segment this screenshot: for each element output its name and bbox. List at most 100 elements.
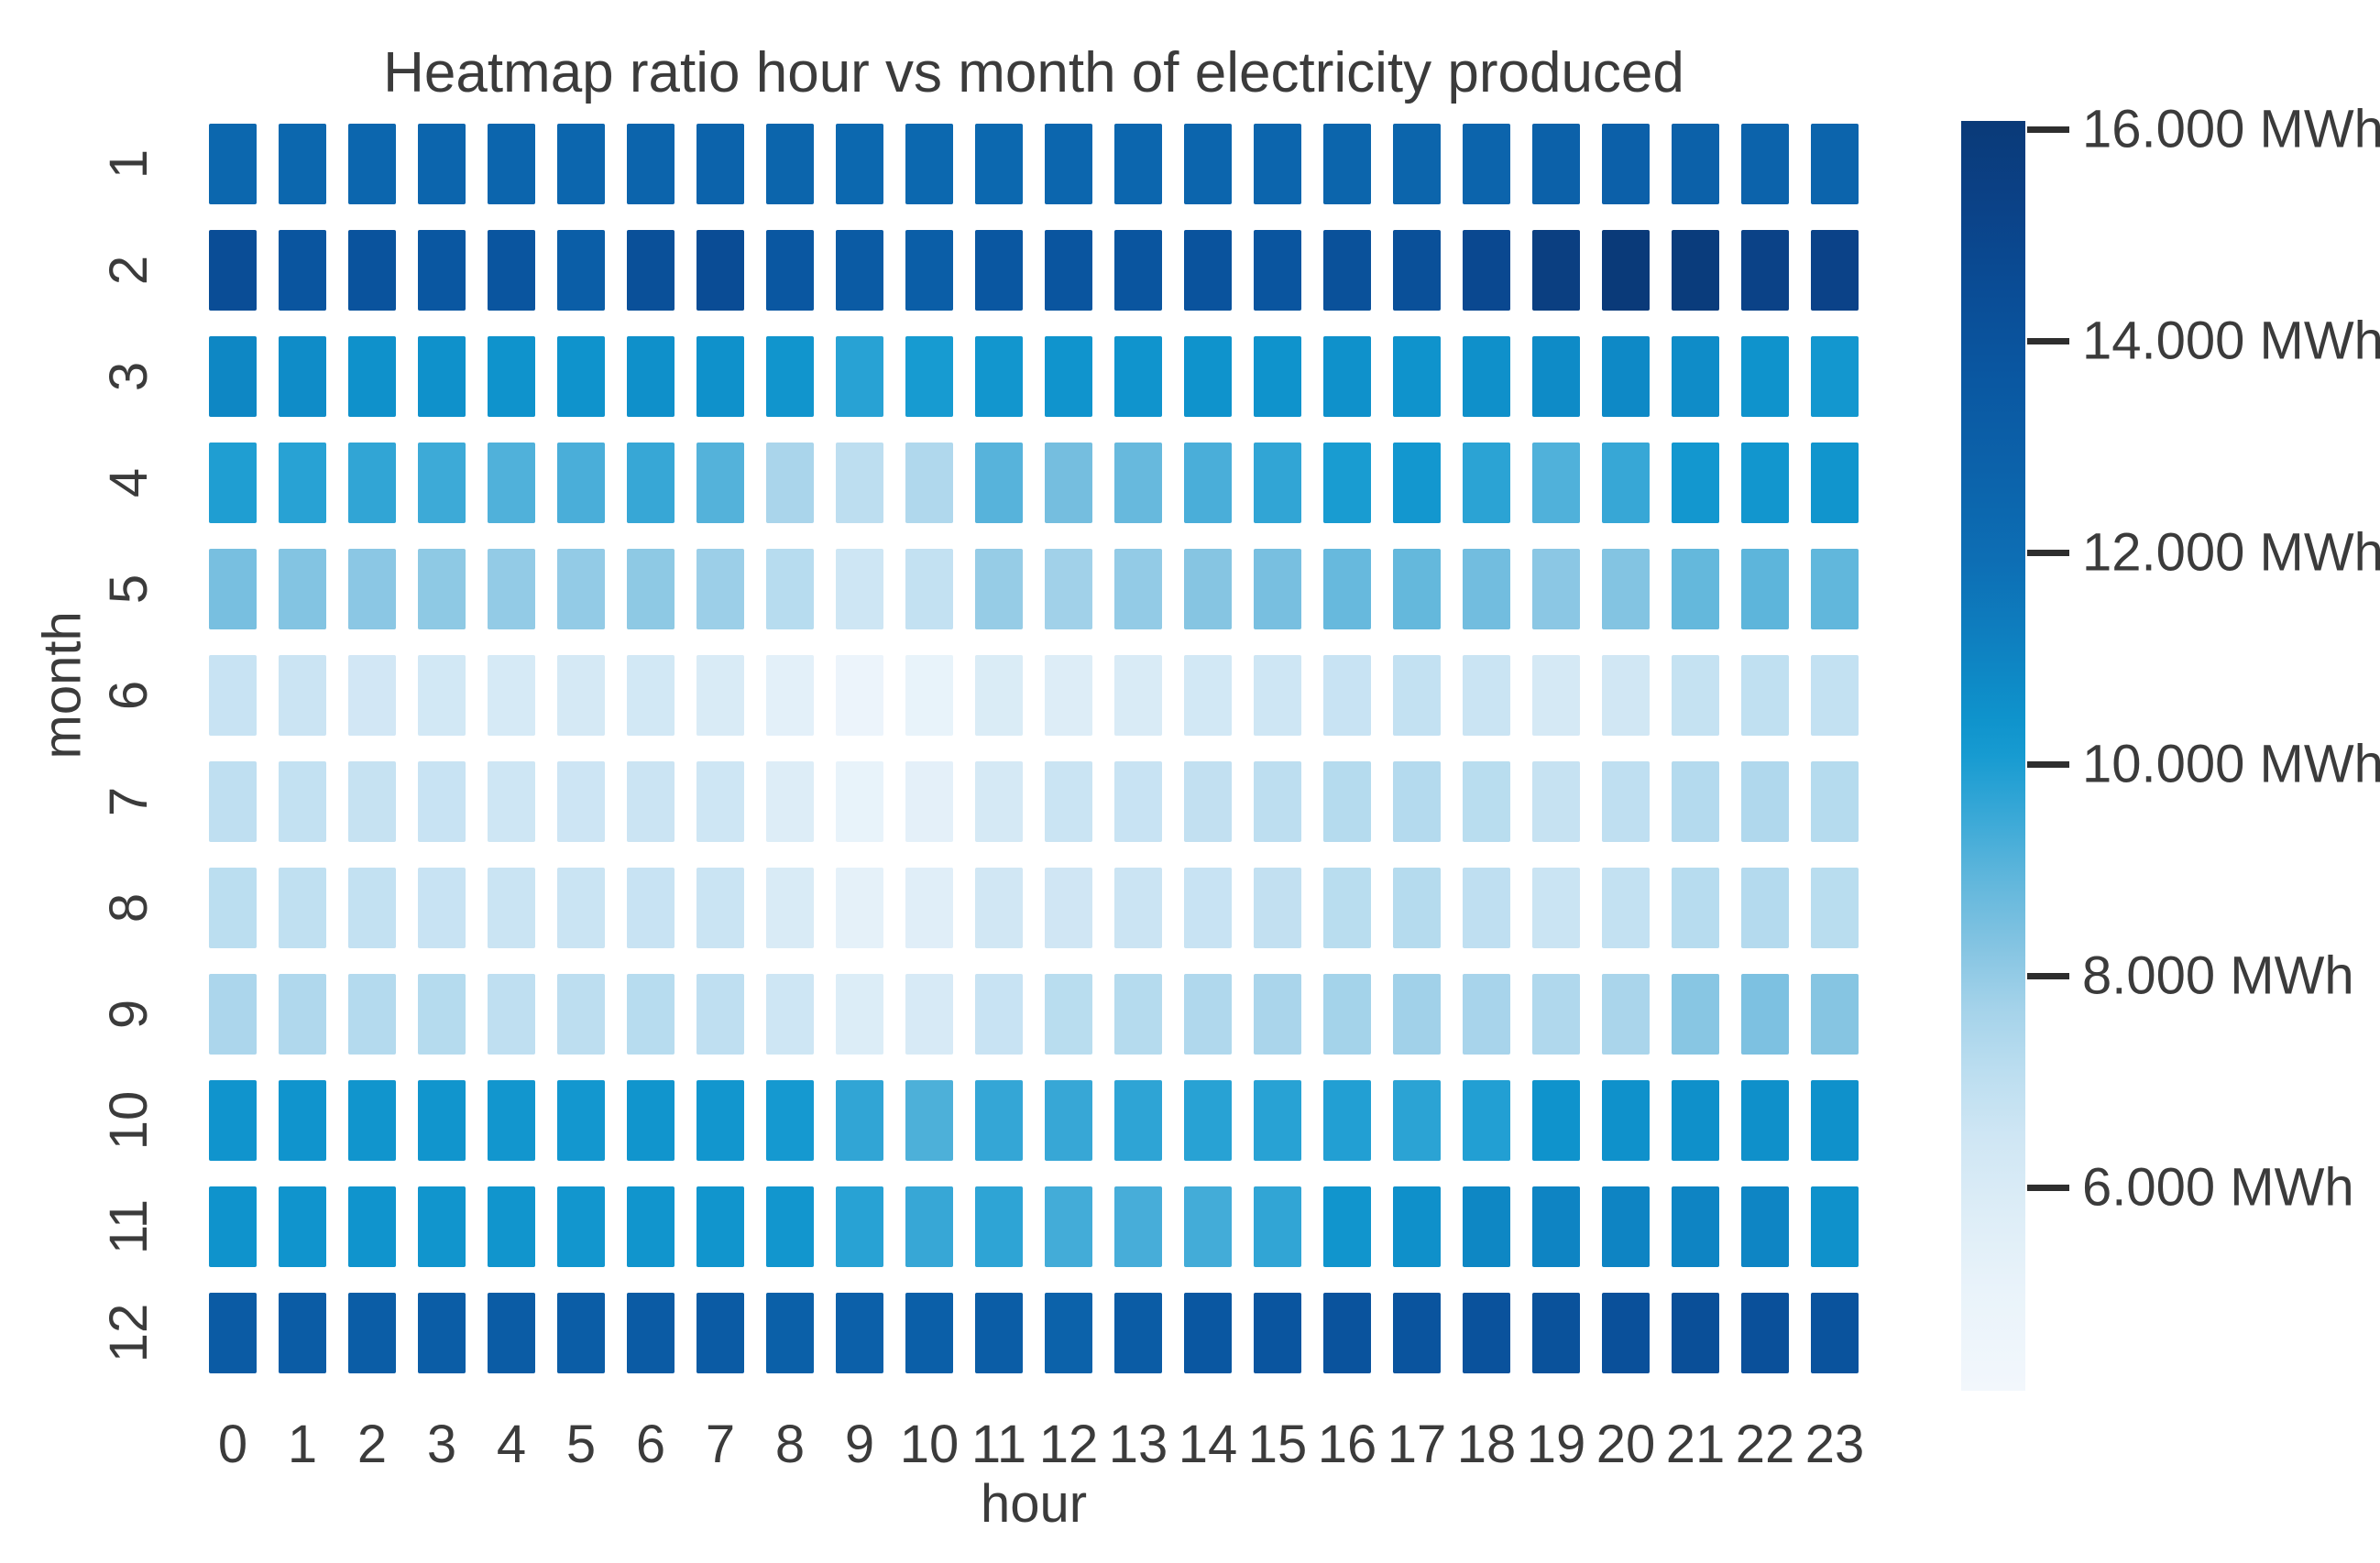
heatmap-cell bbox=[1045, 549, 1092, 629]
x-tick-label: 4 bbox=[496, 1415, 527, 1474]
heatmap-cell bbox=[1811, 655, 1859, 736]
colorbar-tick-mark bbox=[2027, 338, 2069, 345]
heatmap-cell bbox=[209, 655, 257, 736]
x-tick-label: 8 bbox=[774, 1415, 806, 1474]
heatmap-cell bbox=[975, 336, 1023, 417]
heatmap-cell bbox=[1672, 336, 1719, 417]
heatmap-cell bbox=[836, 549, 883, 629]
heatmap-cell bbox=[1184, 761, 1232, 842]
x-tick-label: 12 bbox=[1038, 1415, 1099, 1474]
heatmap-cell bbox=[1323, 868, 1371, 948]
heatmap-cell bbox=[1602, 1186, 1650, 1267]
heatmap-cell bbox=[766, 549, 814, 629]
heatmap-cell bbox=[627, 549, 675, 629]
heatmap-cell bbox=[557, 336, 605, 417]
heatmap-cell bbox=[1323, 336, 1371, 417]
heatmap-cell bbox=[696, 974, 744, 1055]
heatmap-cell bbox=[488, 1080, 535, 1161]
heatmap-cell bbox=[348, 868, 396, 948]
heatmap-cell bbox=[836, 230, 883, 311]
y-tick-label: 6 bbox=[98, 680, 159, 711]
heatmap-cell bbox=[905, 336, 953, 417]
x-tick-label: 5 bbox=[565, 1415, 597, 1474]
heatmap-cell bbox=[975, 655, 1023, 736]
heatmap-cell bbox=[1672, 1080, 1719, 1161]
heatmap-cell bbox=[905, 1293, 953, 1373]
heatmap-cell bbox=[1463, 336, 1510, 417]
heatmap-cell bbox=[1114, 1080, 1162, 1161]
heatmap-cell bbox=[1393, 124, 1441, 204]
heatmap-cell bbox=[1741, 974, 1789, 1055]
x-tick-label: 19 bbox=[1526, 1415, 1586, 1474]
heatmap-cell bbox=[557, 868, 605, 948]
heatmap-cell bbox=[627, 868, 675, 948]
heatmap-cell bbox=[905, 1186, 953, 1267]
heatmap-cell bbox=[1254, 549, 1301, 629]
heatmap-cell bbox=[1393, 1186, 1441, 1267]
y-tick-label: 1 bbox=[98, 148, 159, 180]
heatmap-cell bbox=[1114, 1186, 1162, 1267]
heatmap-cell bbox=[348, 655, 396, 736]
heatmap-cell bbox=[1532, 124, 1580, 204]
heatmap-cell bbox=[1602, 443, 1650, 523]
heatmap-cell bbox=[627, 761, 675, 842]
heatmap-cell bbox=[557, 974, 605, 1055]
x-tick-label: 13 bbox=[1108, 1415, 1168, 1474]
heatmap-cell bbox=[1532, 230, 1580, 311]
colorbar-tick-label: 12.000 MWh bbox=[2082, 522, 2380, 583]
colorbar-tick-mark bbox=[2027, 550, 2069, 557]
heatmap-cell bbox=[1741, 124, 1789, 204]
heatmap-cell bbox=[696, 868, 744, 948]
heatmap-cell bbox=[1532, 655, 1580, 736]
heatmap-cell bbox=[696, 1080, 744, 1161]
heatmap-cell bbox=[1602, 655, 1650, 736]
heatmap-cell bbox=[696, 549, 744, 629]
heatmap-cell bbox=[1672, 549, 1719, 629]
heatmap-cell bbox=[975, 1293, 1023, 1373]
heatmap-cell bbox=[279, 1186, 326, 1267]
heatmap-cell bbox=[279, 1080, 326, 1161]
heatmap-cell bbox=[1602, 868, 1650, 948]
heatmap-cell bbox=[1532, 761, 1580, 842]
heatmap-cell bbox=[557, 1186, 605, 1267]
heatmap-cell bbox=[975, 868, 1023, 948]
heatmap-cell bbox=[1602, 761, 1650, 842]
heatmap-cell bbox=[1184, 1186, 1232, 1267]
colorbar-tick-label: 16.000 MWh bbox=[2082, 99, 2380, 159]
heatmap-cell bbox=[1602, 974, 1650, 1055]
heatmap-cell bbox=[1741, 336, 1789, 417]
heatmap-cell bbox=[348, 336, 396, 417]
heatmap-cell bbox=[1463, 974, 1510, 1055]
x-tick-label: 23 bbox=[1804, 1415, 1865, 1474]
heatmap-cell bbox=[1811, 1293, 1859, 1373]
heatmap-cell bbox=[557, 655, 605, 736]
heatmap-cell bbox=[1114, 336, 1162, 417]
heatmap-cell bbox=[627, 443, 675, 523]
heatmap-cell bbox=[209, 1186, 257, 1267]
heatmap-cell bbox=[836, 761, 883, 842]
heatmap-cell bbox=[1254, 443, 1301, 523]
heatmap-cell bbox=[1672, 443, 1719, 523]
x-tick-label: 1 bbox=[287, 1415, 318, 1474]
heatmap-cell bbox=[488, 443, 535, 523]
heatmap-cell bbox=[488, 655, 535, 736]
heatmap-cell bbox=[1184, 336, 1232, 417]
heatmap-cell bbox=[1672, 974, 1719, 1055]
heatmap-cell bbox=[975, 549, 1023, 629]
heatmap-cell bbox=[1672, 761, 1719, 842]
heatmap-cell bbox=[1741, 1080, 1789, 1161]
heatmap-cell bbox=[1184, 655, 1232, 736]
heatmap-cell bbox=[1463, 443, 1510, 523]
heatmap-cell bbox=[766, 336, 814, 417]
y-tick-label: 4 bbox=[98, 467, 159, 498]
heatmap-cell bbox=[488, 124, 535, 204]
heatmap-cell bbox=[1045, 655, 1092, 736]
heatmap-cell bbox=[696, 1186, 744, 1267]
heatmap-cell bbox=[975, 443, 1023, 523]
heatmap-cell bbox=[1741, 443, 1789, 523]
heatmap-cell bbox=[418, 124, 466, 204]
heatmap-cell bbox=[1741, 1186, 1789, 1267]
heatmap-cell bbox=[1393, 974, 1441, 1055]
heatmap-cell bbox=[557, 1293, 605, 1373]
heatmap-cell bbox=[1463, 655, 1510, 736]
